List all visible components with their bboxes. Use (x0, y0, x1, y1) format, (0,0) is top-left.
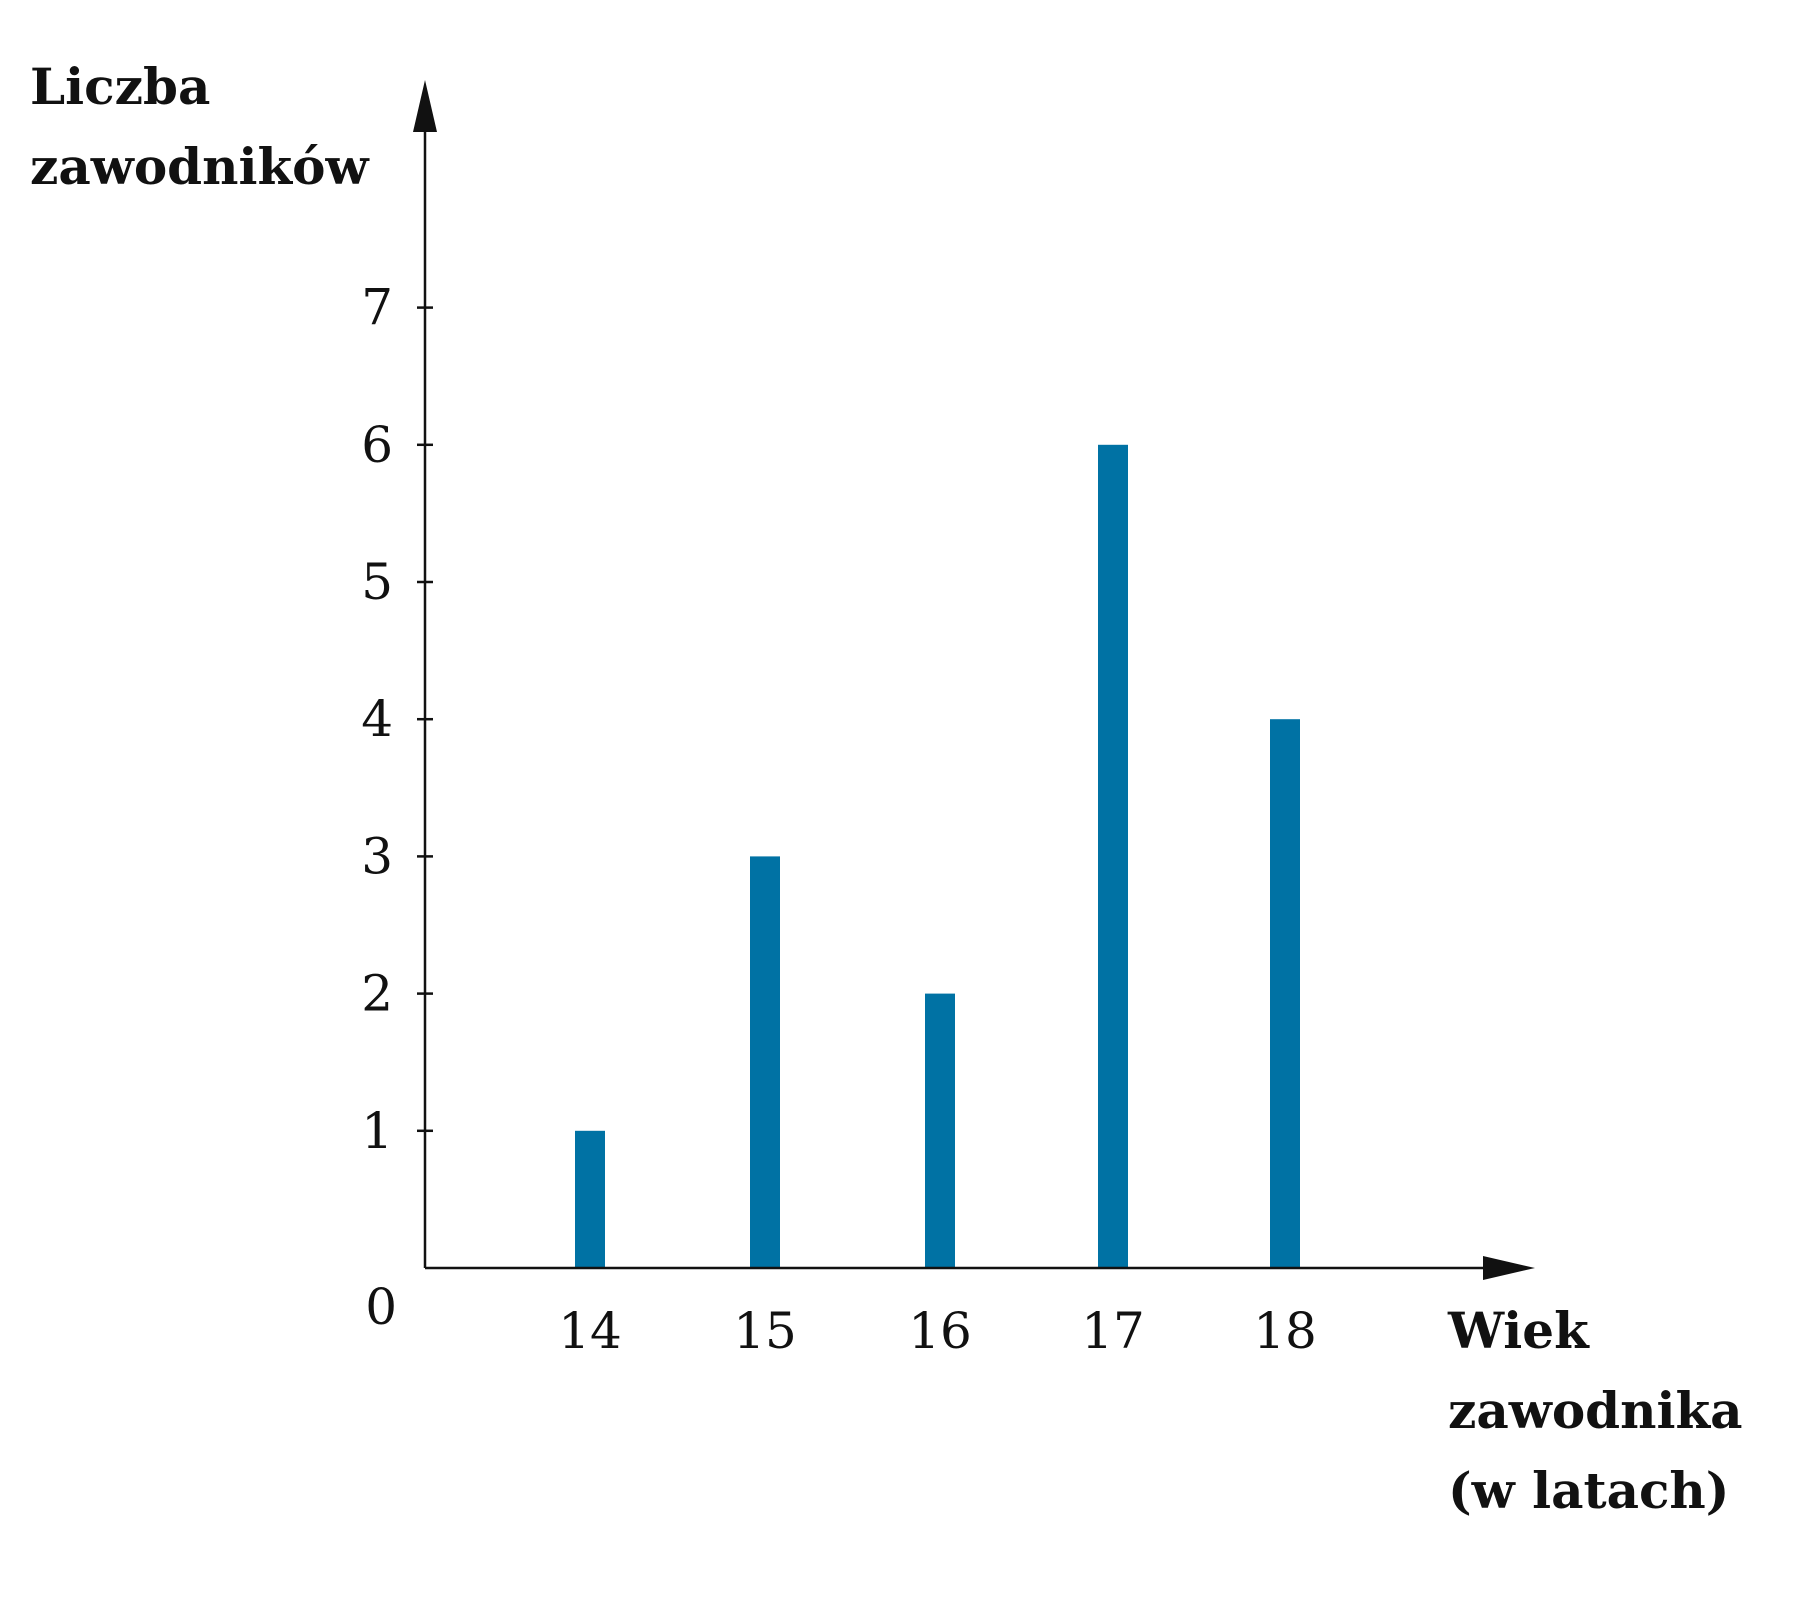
y-tick-label-5: 5 (361, 553, 393, 611)
bar-14 (575, 1130, 605, 1268)
y-axis-arrow (413, 80, 437, 132)
y-tick-label-2: 2 (361, 965, 393, 1023)
x-tick-label-18: 18 (1253, 1302, 1317, 1360)
x-axis-title-line-1: Wiek (1447, 1301, 1590, 1360)
y-axis-title-line-1: Liczba (30, 57, 210, 116)
y-axis-title: Liczba zawodników (30, 57, 370, 196)
x-tick-label-15: 15 (733, 1302, 797, 1360)
x-tick-label-16: 16 (908, 1302, 972, 1360)
y-tick-label-1: 1 (361, 1102, 393, 1160)
bar-18 (1270, 719, 1300, 1268)
y-ticks: 0 1 2 3 4 5 6 7 (361, 279, 433, 1336)
bar-16 (925, 993, 955, 1268)
x-axis-title-line-3: (w latach) (1448, 1461, 1729, 1520)
y-tick-label-4: 4 (361, 690, 393, 748)
x-ticks: 14 15 16 17 18 (558, 1302, 1317, 1360)
bar-15 (750, 856, 780, 1268)
y-axis-title-line-2: zawodników (30, 137, 370, 196)
x-axis-title-line-2: zawodnika (1448, 1381, 1743, 1440)
y-tick-label-7: 7 (361, 279, 393, 337)
x-tick-label-14: 14 (558, 1302, 622, 1360)
y-tick-label-6: 6 (361, 416, 393, 474)
y-tick-label-3: 3 (361, 827, 393, 885)
bar-17 (1098, 444, 1128, 1268)
bars-layer (575, 444, 1300, 1268)
axes-layer (413, 80, 1535, 1280)
x-tick-label-17: 17 (1081, 1302, 1145, 1360)
y-tick-label-0: 0 (365, 1278, 397, 1336)
x-axis-arrow (1483, 1256, 1535, 1280)
x-axis-title: Wiek zawodnika (w latach) (1447, 1301, 1760, 1520)
